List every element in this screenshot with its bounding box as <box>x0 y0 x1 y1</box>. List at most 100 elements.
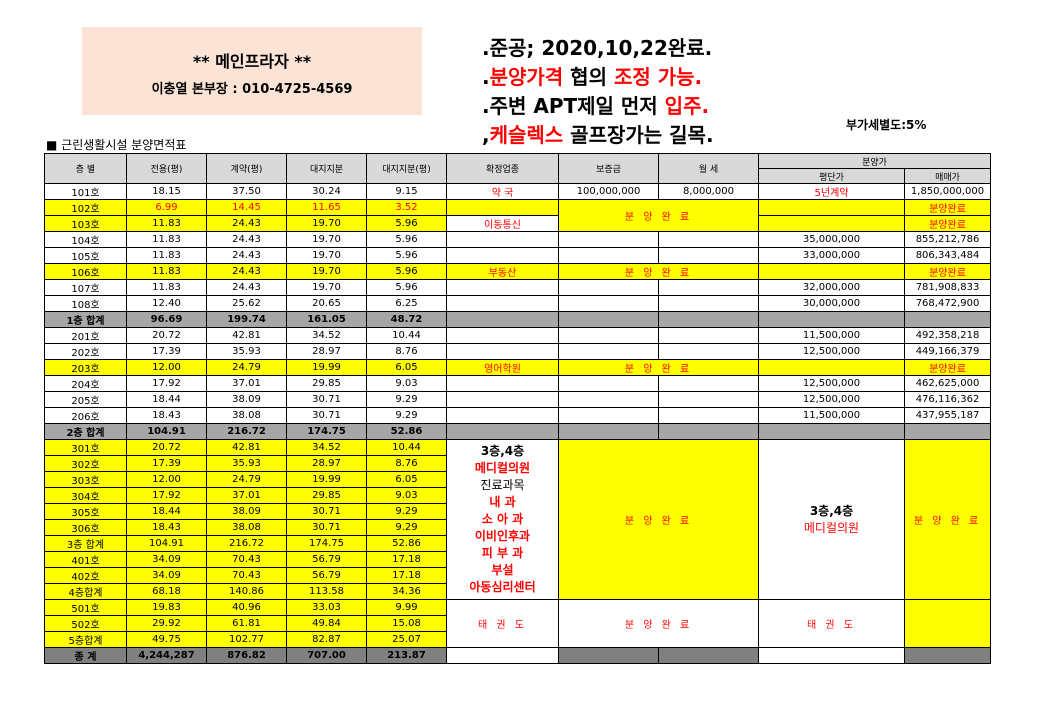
business-cell <box>446 375 559 392</box>
empty-cell <box>904 311 991 328</box>
area-cell: 216.72 <box>206 535 287 552</box>
deposit-cell <box>558 231 659 248</box>
area-cell: 11.83 <box>126 279 207 296</box>
sale-price-cell: 781,908,833 <box>904 279 991 296</box>
area-cell: 29.92 <box>126 615 207 632</box>
unit-cell: 107호 <box>44 279 127 296</box>
table-row: 종 계 4,244,287 876.82 707.00 213.87 <box>44 647 991 664</box>
sale-price-cell: 462,625,000 <box>904 375 991 392</box>
deposit-cell <box>558 279 659 296</box>
area-cell: 18.15 <box>126 183 207 200</box>
rent-cell <box>658 247 759 264</box>
table-row: 3층 합계 104.91 216.72 174.75 52.86 <box>44 535 991 552</box>
area-cell: 24.43 <box>206 231 287 248</box>
business-cell <box>446 391 559 408</box>
table-row: 305호 18.44 38.09 30.71 9.29 <box>44 503 991 520</box>
table-row: 206호 18.43 38.08 30.71 9.29 11,500,000 437,955… <box>44 407 991 424</box>
table-row: 106호 11.83 24.43 19.70 5.96 부동산 분 양 완 료 분양완료 <box>44 263 991 280</box>
area-cell: 216.72 <box>206 423 287 440</box>
area-cell: 4,244,287 <box>126 647 207 664</box>
building-name: ** 메인프라자 ** <box>192 52 312 71</box>
empty-cell <box>758 423 905 440</box>
table-row: 층 별 전용(평) 계약(평) 대지지분 대지지분(평) 확정업종 보증금 월 세 분양가 <box>44 153 991 184</box>
area-cell: 56.79 <box>286 551 367 568</box>
area-cell: 25.62 <box>206 295 287 312</box>
empty-cell <box>658 423 759 440</box>
header-business: 확정업종 <box>446 153 559 184</box>
area-cell: 104.91 <box>126 423 207 440</box>
area-cell: 5.96 <box>366 247 447 264</box>
sale-price-cell: 492,358,218 <box>904 327 991 344</box>
empty-cell <box>904 423 991 440</box>
area-cell: 25.07 <box>366 631 447 648</box>
unit-cell: 303호 <box>44 471 127 488</box>
area-cell: 17.92 <box>126 487 207 504</box>
area-cell: 9.29 <box>366 407 447 424</box>
area-cell: 11.83 <box>126 263 207 280</box>
unit-price-cell: 11,500,000 <box>758 407 905 424</box>
area-cell: 82.87 <box>286 631 367 648</box>
unit-cell: 103호 <box>44 215 127 232</box>
area-cell: 11.83 <box>126 231 207 248</box>
header-land: 대지지분 <box>286 153 367 184</box>
area-cell: 33.03 <box>286 599 367 616</box>
area-cell: 8.76 <box>366 455 447 472</box>
area-cell: 11.83 <box>126 215 207 232</box>
unit-cell: 306호 <box>44 519 127 536</box>
unit-cell: 3층 합계 <box>44 535 127 552</box>
sale-price-cell: 분양완료 <box>904 359 991 376</box>
empty-cell <box>904 647 991 664</box>
rent-cell <box>658 295 759 312</box>
sold-merged-cell: 분 양 완 료 <box>558 599 759 648</box>
area-cell: 19.70 <box>286 231 367 248</box>
rent-cell <box>658 375 759 392</box>
table-row: 5층합계 49.75 102.77 82.87 25.07 <box>44 631 991 648</box>
sold-merged-cell: 분 양 완 료 <box>558 263 759 280</box>
area-cell: 18.43 <box>126 407 207 424</box>
area-cell: 52.86 <box>366 423 447 440</box>
rent-cell <box>658 343 759 360</box>
header-land-pyeong: 대지지분(평) <box>366 153 447 184</box>
area-cell: 24.43 <box>206 247 287 264</box>
area-cell: 20.65 <box>286 295 367 312</box>
note-line-1: .준공; 2020,10,22완료. <box>482 36 713 60</box>
area-cell: 34.52 <box>286 327 367 344</box>
table-row: 108호 12.40 25.62 20.65 6.25 30,000,000 768,472… <box>44 295 991 312</box>
unit-price-cell: 5년계약 <box>758 183 905 200</box>
deposit-cell <box>558 391 659 408</box>
area-cell: 14.45 <box>206 199 287 216</box>
rent-cell <box>658 279 759 296</box>
area-cell: 140.86 <box>206 583 287 600</box>
unit-price-cell <box>758 199 905 216</box>
area-cell: 9.03 <box>366 375 447 392</box>
unit-cell: 402호 <box>44 567 127 584</box>
area-cell: 18.44 <box>126 503 207 520</box>
business-cell <box>446 295 559 312</box>
unit-cell: 206호 <box>44 407 127 424</box>
area-cell: 30.24 <box>286 183 367 200</box>
unit-cell: 101호 <box>44 183 127 200</box>
sale-price-cell: 806,343,484 <box>904 247 991 264</box>
area-cell: 9.29 <box>366 519 447 536</box>
note-line-4: ,케슬렉스 골프장가는 길목. <box>482 123 714 147</box>
table-row: 104호 11.83 24.43 19.70 5.96 35,000,000 855,212… <box>44 231 991 248</box>
header-floor: 층 별 <box>44 153 127 184</box>
area-cell: 10.44 <box>366 327 447 344</box>
area-cell: 34.09 <box>126 551 207 568</box>
table-row: 102호 6.99 14.45 11.65 3.52 분 양 완 료 분양완료 <box>44 199 991 232</box>
table-row: 105호 11.83 24.43 19.70 5.96 33,000,000 806,343… <box>44 247 991 264</box>
area-cell: 48.72 <box>366 311 447 328</box>
area-cell: 37.50 <box>206 183 287 200</box>
table-row: 1층 합계 96.69 199.74 161.05 48.72 <box>44 311 991 328</box>
area-cell: 113.58 <box>286 583 367 600</box>
business-cell <box>446 199 559 216</box>
area-cell: 11.65 <box>286 199 367 216</box>
deposit-cell <box>558 407 659 424</box>
empty-cell <box>558 423 659 440</box>
unit-price-cell: 12,500,000 <box>758 343 905 360</box>
deposit-cell <box>558 295 659 312</box>
area-cell: 17.92 <box>126 375 207 392</box>
sheet-title: ■ 근린생활시설 분양면적표 <box>46 138 187 152</box>
unit-cell: 202호 <box>44 343 127 360</box>
area-cell: 11.83 <box>126 247 207 264</box>
